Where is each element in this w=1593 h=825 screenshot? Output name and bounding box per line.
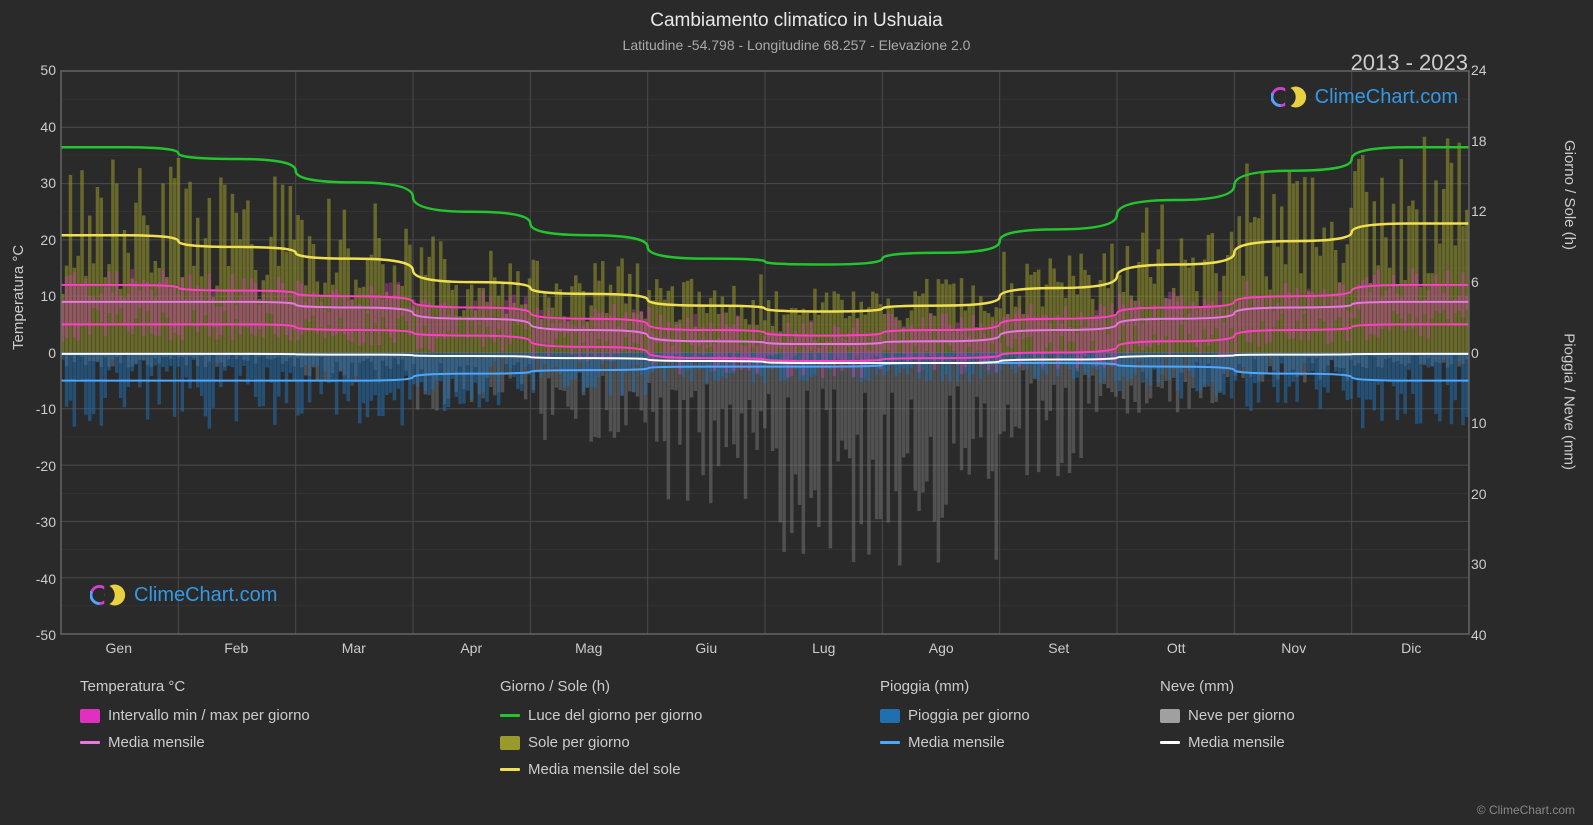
logo-icon xyxy=(90,580,128,610)
legend-label: Intervallo min / max per giorno xyxy=(108,707,310,724)
legend-swatch xyxy=(80,741,100,744)
xtick: Mag xyxy=(559,640,619,656)
legend-item: Media mensile xyxy=(1160,734,1295,751)
legend-label: Pioggia per giorno xyxy=(908,707,1030,724)
legend-item: Sole per giorno xyxy=(500,734,702,751)
xtick: Apr xyxy=(441,640,501,656)
copyright: © ClimeChart.com xyxy=(1477,803,1575,817)
xtick: Lug xyxy=(794,640,854,656)
axis-label-right-top: Giorno / Sole (h) xyxy=(1561,140,1578,250)
legend-swatch xyxy=(500,714,520,717)
xtick: Giu xyxy=(676,640,736,656)
legend-title: Giorno / Sole (h) xyxy=(500,678,702,695)
ytick-right: 30 xyxy=(1471,556,1495,572)
watermark-text: ClimeChart.com xyxy=(1315,86,1458,109)
legend-group: Giorno / Sole (h) Luce del giorno per gio… xyxy=(500,678,702,788)
legend-label: Media mensile xyxy=(1188,734,1285,751)
chart-svg xyxy=(60,70,1470,635)
logo-icon xyxy=(1271,82,1309,112)
legend-label: Neve per giorno xyxy=(1188,707,1295,724)
ytick-left: 30 xyxy=(28,175,56,191)
legend-item: Media mensile del sole xyxy=(500,761,702,778)
ytick-left: 0 xyxy=(28,345,56,361)
ytick-left: -20 xyxy=(28,458,56,474)
ytick-left: 50 xyxy=(28,62,56,78)
legend-title: Pioggia (mm) xyxy=(880,678,1030,695)
watermark-bottom: ClimeChart.com xyxy=(90,580,277,610)
xtick: Dic xyxy=(1381,640,1441,656)
xtick: Gen xyxy=(89,640,149,656)
watermark-text: ClimeChart.com xyxy=(134,584,277,607)
axis-label-right-bottom: Pioggia / Neve (mm) xyxy=(1561,333,1578,470)
xtick: Feb xyxy=(206,640,266,656)
legend-group: Neve (mm) Neve per giorno Media mensile xyxy=(1160,678,1295,761)
chart-title: Cambiamento climatico in Ushuaia xyxy=(0,0,1593,32)
legend-swatch xyxy=(500,768,520,771)
ytick-right: 10 xyxy=(1471,415,1495,431)
ytick-left: -50 xyxy=(28,627,56,643)
xtick: Nov xyxy=(1264,640,1324,656)
legend-swatch xyxy=(1160,709,1180,723)
legend-title: Neve (mm) xyxy=(1160,678,1295,695)
legend-label: Sole per giorno xyxy=(528,734,630,751)
ytick-right: 0 xyxy=(1471,345,1495,361)
ytick-right: 18 xyxy=(1471,133,1495,149)
ytick-left: -30 xyxy=(28,514,56,530)
legend-swatch xyxy=(500,736,520,750)
xtick: Ott xyxy=(1146,640,1206,656)
legend-swatch xyxy=(880,709,900,723)
legend-label: Media mensile del sole xyxy=(528,761,681,778)
xtick: Ago xyxy=(911,640,971,656)
legend-label: Luce del giorno per giorno xyxy=(528,707,702,724)
ytick-left: -40 xyxy=(28,571,56,587)
xtick: Set xyxy=(1029,640,1089,656)
legend-item: Pioggia per giorno xyxy=(880,707,1030,724)
ytick-right: 20 xyxy=(1471,486,1495,502)
legend-swatch xyxy=(880,741,900,744)
legend-swatch xyxy=(80,709,100,723)
ytick-right: 6 xyxy=(1471,274,1495,290)
axis-label-left: Temperatura °C xyxy=(10,245,27,350)
legend-item: Intervallo min / max per giorno xyxy=(80,707,310,724)
ytick-left: 20 xyxy=(28,232,56,248)
legend-label: Media mensile xyxy=(908,734,1005,751)
legend-item: Neve per giorno xyxy=(1160,707,1295,724)
legend-item: Luce del giorno per giorno xyxy=(500,707,702,724)
chart-container xyxy=(60,70,1470,635)
legend-item: Media mensile xyxy=(880,734,1030,751)
ytick-left: 40 xyxy=(28,119,56,135)
watermark-top: ClimeChart.com xyxy=(1271,82,1458,112)
xtick: Mar xyxy=(324,640,384,656)
ytick-right: 40 xyxy=(1471,627,1495,643)
ytick-left: 10 xyxy=(28,288,56,304)
ytick-right: 24 xyxy=(1471,62,1495,78)
legend-swatch xyxy=(1160,741,1180,744)
legend-item: Media mensile xyxy=(80,734,310,751)
legend-title: Temperatura °C xyxy=(80,678,310,695)
ytick-left: -10 xyxy=(28,401,56,417)
ytick-right: 12 xyxy=(1471,203,1495,219)
legend-group: Pioggia (mm) Pioggia per giorno Media mens… xyxy=(880,678,1030,761)
legend-label: Media mensile xyxy=(108,734,205,751)
legend-group: Temperatura °C Intervallo min / max per g… xyxy=(80,678,310,761)
